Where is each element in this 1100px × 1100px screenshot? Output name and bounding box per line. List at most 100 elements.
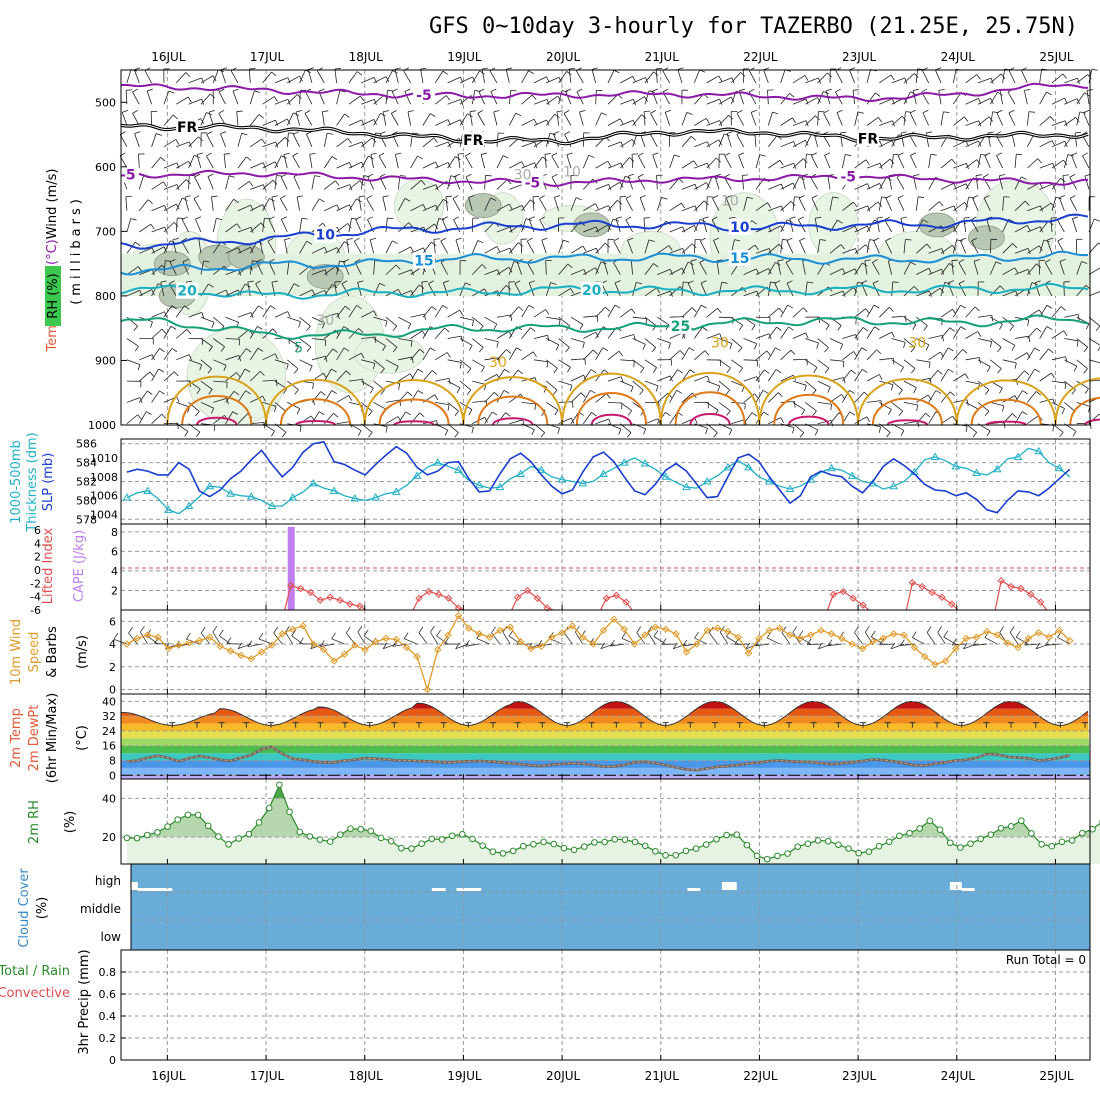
wind-barb-flag: [515, 112, 522, 117]
wind-barb: [1064, 338, 1079, 342]
wind-barb: [693, 69, 700, 84]
wind-barb: [546, 338, 559, 346]
wind-barb-flag: [971, 237, 978, 242]
wind-barb: [903, 338, 916, 348]
wind-speed-marker: [444, 631, 452, 639]
wind-barb: [138, 154, 140, 169]
wind-barb: [750, 112, 757, 126]
wind-barb: [299, 338, 312, 348]
wind-barb-flag: [619, 118, 624, 125]
wind-barb: [480, 154, 486, 169]
wind-barb-flag: [941, 248, 945, 255]
wind-barb-flag: [318, 411, 325, 416]
wind-barb: [151, 157, 161, 169]
wind-barb-flag: [690, 259, 697, 262]
rh-marker: [276, 781, 283, 789]
wind-speed-marker: [972, 633, 981, 641]
wind-barb-flag: [453, 216, 460, 220]
rh-marker: [1028, 830, 1035, 837]
wind-barb: [736, 134, 744, 148]
wind-barb: [176, 354, 190, 361]
wind-barb: [1027, 391, 1037, 403]
wind-barb-flag: [1008, 218, 1015, 223]
wind-barb-flag: [201, 312, 205, 319]
wind-barb-flag: [405, 411, 411, 416]
wind-barb-flag: [849, 411, 856, 416]
wind-barb: [496, 285, 507, 297]
wind-barb: [445, 196, 449, 211]
rh-shade: [393, 179, 445, 232]
wind-barb: [397, 198, 406, 211]
wind-barb-flag: [570, 288, 575, 294]
wind-barb: [299, 241, 308, 254]
wind-barb-flag: [742, 174, 749, 176]
wind-barb-flag: [986, 216, 993, 219]
wind-barb: [989, 239, 992, 254]
wind-barb-flag: [212, 75, 217, 82]
wind-barb-flag: [930, 153, 937, 156]
wind-barb-flag: [789, 93, 795, 98]
wind-barb-flag: [246, 156, 252, 161]
wind-barb-flag: [928, 268, 932, 274]
wind-barb-flag: [582, 245, 587, 252]
warm-contour: [393, 420, 435, 426]
wind-barb: [657, 375, 671, 382]
wind-barb-flag: [636, 626, 642, 633]
wind-barb-flag: [725, 195, 732, 199]
contour-label-bg: [412, 252, 435, 269]
wind-speed-marker: [879, 634, 887, 643]
rh-tick: 20: [102, 831, 116, 844]
wind-barb: [410, 155, 418, 169]
wind-barb: [212, 241, 222, 254]
rh-marker: [1058, 838, 1066, 846]
wind-barb: [447, 402, 459, 412]
wind-barb-flag: [835, 88, 841, 93]
wind-barb: [348, 378, 363, 382]
li-line: [412, 590, 465, 611]
wind-barb-flag: [367, 216, 373, 220]
wind-barb: [223, 154, 226, 169]
wind-barb-flag: [420, 180, 426, 186]
wind-barb-flag: [989, 341, 993, 348]
rh-shade-dark: [153, 251, 191, 277]
wind-barb: [669, 316, 684, 318]
wind-speed-marker: [392, 635, 401, 644]
wind-barb: [792, 196, 795, 211]
li-marker: [829, 590, 838, 599]
wind-barb-flag: [799, 237, 806, 241]
wind-barb: [677, 69, 683, 84]
wind-barb: [472, 316, 484, 327]
wind-barb-flag: [267, 237, 274, 242]
wind-barb: [884, 219, 893, 233]
rh-marker: [215, 833, 222, 840]
wind-barb: [731, 359, 743, 369]
wind-barb: [767, 347, 776, 361]
wind-barb-flag: [428, 280, 434, 285]
thickness-marker: [951, 461, 961, 470]
temp-label: 30: [489, 355, 507, 371]
wind-barb-flag: [897, 152, 904, 156]
wind-speed-marker: [558, 628, 566, 637]
wind-barb: [909, 112, 917, 126]
wind-barb-flag: [730, 96, 735, 103]
wind-barb: [293, 176, 300, 190]
wind-speed-marker: [475, 630, 483, 638]
wind-barb: [607, 304, 616, 318]
wind-barb-flag: [840, 131, 847, 134]
wind-barb-flag: [296, 408, 301, 415]
wind-barb: [398, 338, 413, 342]
wind-barb-flag: [521, 161, 525, 168]
warm-contour: [985, 420, 1027, 426]
thickness-marker: [143, 486, 153, 494]
wind-barb: [866, 349, 877, 361]
contour-label: -5: [416, 88, 432, 104]
wind-barb: [188, 402, 200, 412]
wind-barb-flag: [395, 152, 402, 155]
wind-speed-marker: [413, 652, 421, 661]
wind-barb: [378, 155, 387, 169]
wind-barb-flag: [1069, 173, 1076, 178]
wind-barb: [716, 260, 720, 275]
wind-barb: [866, 374, 880, 382]
wind-barb-flag: [478, 88, 485, 92]
wind-barb: [1039, 162, 1053, 169]
